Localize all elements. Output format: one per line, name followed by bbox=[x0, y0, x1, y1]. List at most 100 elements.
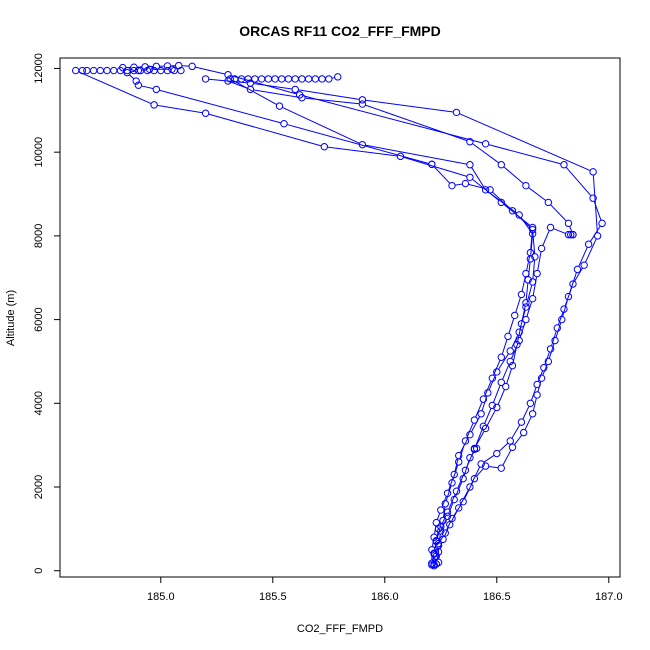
series-segment bbox=[365, 99, 454, 113]
data-point bbox=[298, 75, 306, 83]
series-segment bbox=[532, 232, 536, 254]
data-point bbox=[150, 101, 158, 109]
series-segment bbox=[488, 144, 562, 165]
series-segment bbox=[585, 238, 597, 263]
series-segment bbox=[502, 364, 510, 380]
series-segment bbox=[475, 401, 483, 418]
data-point bbox=[439, 516, 447, 525]
y-tick-label: 10000 bbox=[33, 137, 45, 168]
data-point bbox=[455, 504, 463, 512]
series-segment bbox=[305, 97, 360, 105]
series-segment bbox=[471, 167, 485, 188]
data-point bbox=[511, 311, 519, 320]
series-segment bbox=[459, 489, 469, 506]
chart-title: ORCAS RF11 CO2_FFF_FMPD bbox=[239, 23, 440, 39]
series-segment bbox=[544, 351, 550, 365]
data-point bbox=[479, 422, 488, 431]
series-segment bbox=[528, 262, 531, 277]
data-point bbox=[479, 395, 488, 403]
series-segment bbox=[578, 246, 588, 267]
series-segment bbox=[592, 175, 598, 233]
data-point bbox=[466, 138, 474, 146]
y-axis: 0 2000 4000 6000 8000 10000 12000 bbox=[33, 53, 60, 574]
series-segment bbox=[486, 410, 496, 426]
data-point bbox=[434, 548, 443, 556]
data-point bbox=[437, 523, 445, 531]
data-point bbox=[280, 120, 288, 128]
data-point bbox=[448, 181, 456, 190]
data-point bbox=[502, 382, 510, 391]
data-point bbox=[291, 75, 299, 83]
series-segment bbox=[508, 318, 515, 334]
series-4 bbox=[119, 61, 606, 570]
series-segment bbox=[470, 466, 481, 485]
series-segment bbox=[531, 387, 537, 401]
series-segment bbox=[468, 183, 488, 190]
data-point bbox=[358, 96, 367, 104]
data-point bbox=[515, 211, 523, 219]
series-segment bbox=[327, 146, 398, 157]
data-point bbox=[522, 303, 530, 311]
data-point bbox=[564, 219, 573, 228]
series-5 bbox=[201, 75, 602, 568]
data-point bbox=[71, 66, 80, 75]
data-point bbox=[593, 232, 602, 240]
data-point bbox=[522, 181, 530, 190]
data-point bbox=[528, 410, 537, 418]
series-segment bbox=[565, 166, 592, 197]
data-point bbox=[540, 364, 548, 372]
data-point bbox=[573, 265, 582, 274]
data-point bbox=[537, 374, 546, 382]
series-segment bbox=[365, 104, 468, 142]
data-point bbox=[517, 418, 526, 426]
x-tick-label: 186.5 bbox=[483, 591, 511, 603]
data-point bbox=[291, 85, 299, 94]
data-point bbox=[452, 487, 461, 495]
series-segment bbox=[512, 347, 517, 363]
data-point bbox=[452, 108, 461, 117]
data-point bbox=[544, 357, 553, 366]
data-point bbox=[519, 428, 528, 437]
data-point bbox=[163, 62, 172, 70]
data-point bbox=[522, 299, 530, 307]
series-segment bbox=[365, 144, 467, 165]
x-tick-label: 185.5 bbox=[259, 591, 287, 603]
series-segment bbox=[526, 301, 533, 317]
data-point bbox=[358, 140, 367, 149]
data-point bbox=[432, 536, 441, 545]
series-segment bbox=[522, 405, 530, 420]
series-segment bbox=[537, 251, 542, 271]
series-segment bbox=[78, 71, 152, 105]
data-point bbox=[506, 357, 514, 366]
series-segment bbox=[459, 113, 591, 172]
data-point bbox=[551, 336, 559, 345]
series-segment bbox=[532, 259, 536, 279]
data-point bbox=[311, 75, 320, 83]
series-segment bbox=[445, 485, 452, 501]
data-point bbox=[437, 527, 445, 535]
series-segment bbox=[455, 183, 463, 186]
data-point bbox=[439, 535, 447, 544]
data-point bbox=[443, 508, 452, 516]
data-point bbox=[257, 75, 266, 83]
series-segment bbox=[493, 385, 501, 403]
data-point bbox=[119, 63, 127, 72]
data-point bbox=[152, 62, 161, 71]
data-point bbox=[226, 75, 234, 83]
series-segment bbox=[511, 334, 519, 349]
series-segment bbox=[514, 434, 523, 446]
y-tick-label: 2000 bbox=[33, 475, 45, 499]
series-segment bbox=[501, 339, 508, 355]
data-point bbox=[564, 230, 573, 239]
data-point bbox=[466, 161, 474, 169]
data-point bbox=[89, 66, 98, 75]
series-segment bbox=[159, 89, 282, 124]
data-point bbox=[278, 75, 286, 83]
series-segment bbox=[457, 473, 465, 489]
series-segment bbox=[519, 322, 526, 338]
data-point bbox=[553, 324, 561, 332]
y-tick-label: 4000 bbox=[33, 391, 45, 415]
data-point bbox=[481, 424, 490, 433]
data-point bbox=[168, 65, 176, 74]
